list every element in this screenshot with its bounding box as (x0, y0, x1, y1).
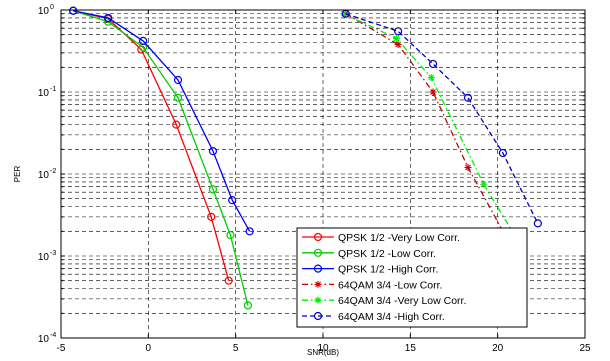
data-point (480, 180, 488, 188)
x-tick-label: 10 (317, 343, 329, 354)
data-point (173, 93, 183, 102)
legend-item: 64QAM 3/4 -Low Corr. (302, 279, 442, 291)
x-tick-label: -5 (57, 343, 66, 354)
data-point (245, 227, 254, 236)
y-tick-label-exponent: -2 (50, 168, 56, 175)
series-4 (342, 10, 507, 235)
legend-box (296, 227, 528, 328)
y-tick-label: 10 (38, 252, 50, 263)
legend-label: 64QAM 3/4 -Low Corr. (338, 279, 442, 291)
data-point (172, 120, 181, 129)
series-line (343, 13, 520, 242)
legend-item: 64QAM 3/4 -High Corr. (302, 311, 445, 323)
legend-item: QPSK 1/2 -High Corr. (302, 264, 438, 276)
legend-item: QPSK 1/2 -Very Low Corr. (302, 232, 460, 244)
series-6 (341, 9, 542, 228)
data-point (313, 232, 323, 242)
series-line (73, 10, 249, 306)
x-tick-label: 5 (233, 343, 239, 354)
data-point (533, 219, 542, 228)
data-point (173, 75, 183, 85)
data-point (463, 93, 473, 102)
y-tick-label-exponent: -3 (50, 250, 56, 257)
data-point (69, 6, 78, 15)
y-tick-label: 10 (38, 6, 50, 17)
data-point (428, 59, 438, 69)
data-point (464, 164, 472, 172)
series-lines (69, 6, 542, 310)
y-tick-label: 10 (38, 334, 50, 345)
data-point (314, 280, 322, 288)
legend-label: 64QAM 3/4 -High Corr. (338, 311, 445, 323)
data-point (208, 185, 218, 194)
data-point (243, 301, 252, 310)
y-tick-label-exponent: -1 (50, 86, 56, 93)
series-3 (69, 6, 254, 236)
series-5 (340, 10, 523, 246)
data-point (207, 212, 216, 221)
legend-label: QPSK 1/2 -High Corr. (338, 264, 438, 276)
x-tick-label: 25 (579, 343, 591, 354)
series-line (73, 10, 230, 281)
y-tick-label-exponent: -4 (50, 332, 56, 339)
data-point (224, 276, 233, 285)
y-axis-label: PER (13, 166, 22, 183)
y-tick-label: 10 (38, 170, 50, 181)
data-point (429, 88, 437, 96)
series-line (73, 10, 251, 232)
data-point (208, 147, 218, 156)
legend-item: QPSK 1/2 -Low Corr. (302, 248, 436, 260)
legend-item: 64QAM 3/4 -Very Low Corr. (302, 295, 466, 307)
y-tick-label-exponent: 0 (50, 4, 54, 11)
data-point (314, 296, 322, 304)
legend-label: 64QAM 3/4 -Very Low Corr. (338, 295, 466, 307)
data-point (427, 74, 435, 82)
data-point (313, 248, 323, 257)
legend-label: QPSK 1/2 -Low Corr. (338, 248, 436, 260)
x-tick-label: 15 (405, 343, 417, 354)
data-point (226, 230, 235, 240)
legend-label: QPSK 1/2 -Very Low Corr. (338, 232, 460, 244)
data-point (228, 196, 237, 205)
data-point (394, 27, 403, 36)
x-axis-label: SNR(dB) (307, 348, 339, 357)
data-point (392, 34, 400, 42)
y-tick-label: 10 (38, 88, 50, 99)
x-tick-label: 20 (492, 343, 504, 354)
data-point (104, 13, 113, 23)
data-point (313, 311, 323, 321)
data-point (138, 36, 148, 45)
data-point (498, 148, 508, 158)
x-tick-label: 0 (146, 343, 152, 354)
legend: QPSK 1/2 -Very Low Corr. QPSK 1/2 -Low Co… (296, 227, 528, 328)
data-point (313, 264, 323, 273)
data-point (394, 40, 402, 48)
